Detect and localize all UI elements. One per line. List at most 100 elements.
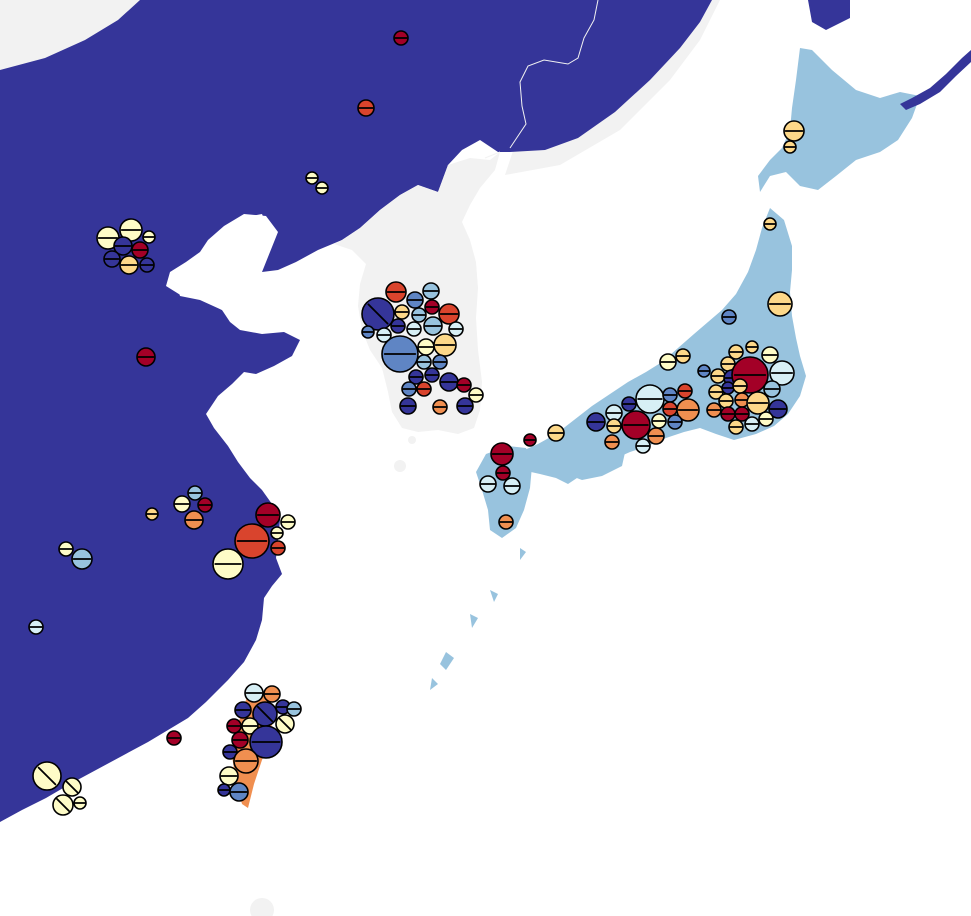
city-symbol[interactable]	[385, 281, 407, 303]
city-symbol[interactable]	[305, 171, 319, 185]
city-symbol[interactable]	[361, 297, 395, 331]
city-symbol[interactable]	[249, 725, 283, 759]
city-symbol[interactable]	[728, 344, 744, 360]
city-symbol[interactable]	[423, 316, 443, 336]
city-symbol[interactable]	[448, 321, 464, 337]
city-symbol[interactable]	[732, 378, 748, 394]
city-symbol[interactable]	[145, 507, 159, 521]
city-symbol[interactable]	[783, 120, 805, 142]
city-symbol[interactable]	[662, 401, 678, 417]
city-symbol[interactable]	[219, 766, 239, 786]
city-symbol[interactable]	[758, 411, 774, 427]
city-symbol[interactable]	[136, 347, 156, 367]
city-symbol[interactable]	[286, 701, 302, 717]
city-symbol[interactable]	[422, 282, 440, 300]
city-symbol[interactable]	[659, 353, 677, 371]
city-symbol[interactable]	[408, 369, 424, 385]
city-symbol[interactable]	[744, 416, 760, 432]
city-symbol[interactable]	[234, 523, 270, 559]
city-symbol[interactable]	[401, 381, 417, 397]
city-symbol[interactable]	[187, 485, 203, 501]
city-symbol[interactable]	[734, 406, 750, 422]
city-symbol[interactable]	[62, 777, 82, 797]
city-symbol[interactable]	[280, 514, 296, 530]
city-symbol[interactable]	[432, 399, 448, 415]
city-symbol[interactable]	[767, 291, 793, 317]
city-symbol[interactable]	[746, 391, 770, 415]
city-symbol[interactable]	[131, 241, 149, 259]
city-symbol[interactable]	[586, 412, 606, 432]
city-symbol[interactable]	[468, 387, 484, 403]
city-symbol[interactable]	[721, 309, 737, 325]
city-symbol[interactable]	[417, 338, 435, 356]
city-symbol[interactable]	[231, 731, 249, 749]
city-symbol[interactable]	[498, 514, 514, 530]
city-symbol[interactable]	[390, 318, 406, 334]
city-symbol[interactable]	[523, 433, 537, 447]
city-symbol[interactable]	[490, 442, 514, 466]
city-symbol[interactable]	[241, 717, 259, 735]
city-symbol[interactable]	[761, 346, 779, 364]
city-symbol[interactable]	[718, 393, 734, 409]
city-symbol[interactable]	[113, 236, 133, 256]
city-symbol[interactable]	[71, 548, 93, 570]
city-symbol[interactable]	[438, 303, 460, 325]
city-symbol[interactable]	[173, 495, 191, 513]
city-symbol[interactable]	[432, 354, 448, 370]
city-symbol[interactable]	[621, 410, 651, 440]
city-symbol[interactable]	[606, 418, 622, 434]
city-symbol[interactable]	[393, 30, 409, 46]
city-symbol[interactable]	[604, 434, 620, 450]
city-symbol[interactable]	[769, 360, 795, 386]
city-symbol[interactable]	[763, 380, 781, 398]
city-symbol[interactable]	[234, 701, 252, 719]
city-symbol[interactable]	[720, 406, 736, 422]
city-symbol[interactable]	[721, 381, 735, 395]
city-symbol[interactable]	[229, 782, 249, 802]
city-symbol[interactable]	[58, 541, 74, 557]
city-symbol[interactable]	[424, 367, 440, 383]
city-symbol[interactable]	[226, 718, 242, 734]
city-symbol[interactable]	[547, 424, 565, 442]
city-symbol[interactable]	[416, 354, 432, 370]
city-symbol[interactable]	[406, 321, 422, 337]
city-symbol[interactable]	[651, 413, 667, 429]
city-symbol[interactable]	[416, 381, 432, 397]
city-symbol[interactable]	[439, 372, 459, 392]
city-symbol[interactable]	[710, 368, 726, 384]
city-symbol[interactable]	[119, 218, 143, 242]
city-symbol[interactable]	[479, 475, 497, 493]
city-symbol[interactable]	[233, 748, 259, 774]
city-symbol[interactable]	[28, 619, 44, 635]
city-symbol[interactable]	[255, 502, 281, 528]
city-symbol[interactable]	[621, 396, 637, 412]
city-symbol[interactable]	[376, 327, 392, 343]
city-symbol[interactable]	[263, 685, 281, 703]
city-symbol[interactable]	[357, 99, 375, 117]
city-symbol[interactable]	[745, 340, 759, 354]
city-symbol[interactable]	[635, 384, 665, 414]
city-symbol[interactable]	[495, 465, 511, 481]
city-symbol[interactable]	[270, 540, 286, 556]
city-symbol[interactable]	[252, 701, 278, 727]
city-symbol[interactable]	[361, 325, 375, 339]
city-symbol[interactable]	[406, 291, 424, 309]
city-symbol[interactable]	[275, 714, 295, 734]
city-symbol[interactable]	[697, 364, 711, 378]
city-symbol[interactable]	[424, 299, 440, 315]
city-symbol[interactable]	[456, 397, 474, 415]
city-symbol[interactable]	[635, 438, 651, 454]
city-symbol[interactable]	[142, 230, 156, 244]
city-symbol[interactable]	[676, 398, 700, 422]
city-symbol[interactable]	[662, 387, 678, 403]
city-symbol[interactable]	[32, 761, 62, 791]
city-symbol[interactable]	[381, 335, 419, 373]
city-symbol[interactable]	[667, 414, 683, 430]
city-symbol[interactable]	[647, 427, 665, 445]
city-symbol[interactable]	[763, 217, 777, 231]
city-symbol[interactable]	[73, 796, 87, 810]
city-symbol[interactable]	[270, 526, 284, 540]
city-symbol[interactable]	[166, 730, 182, 746]
